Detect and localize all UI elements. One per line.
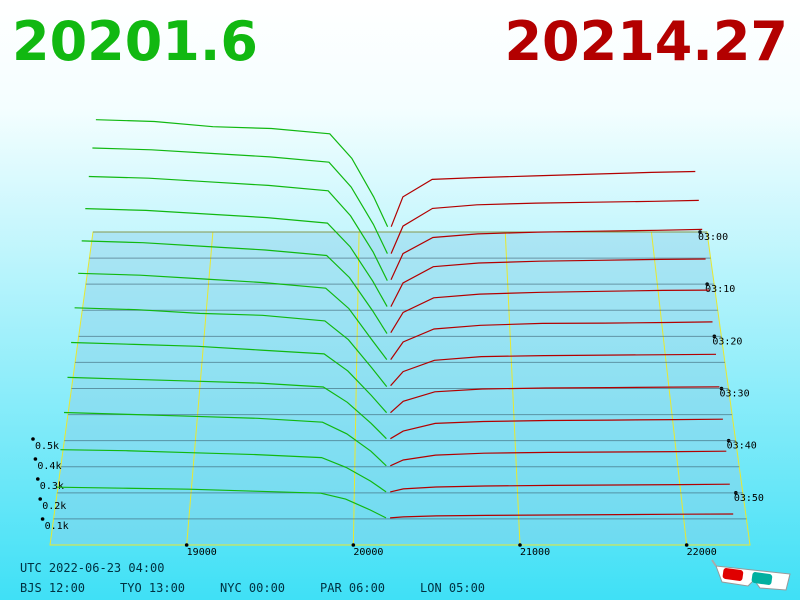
- price-tick-dot: [518, 543, 522, 547]
- ask-depth-line: [390, 228, 703, 280]
- price-tick-label: 19000: [187, 547, 217, 558]
- time-tick-label: 03:10: [705, 284, 735, 295]
- plot-layer: 19000 20000 21000 22000 03:00 03:10 03:20 03:30…: [31, 119, 764, 558]
- bid-depth-line: [71, 341, 388, 414]
- ask-depth-line: [390, 386, 720, 414]
- zone-label: LON 05:00: [420, 581, 485, 595]
- time-tick-label: 03:50: [734, 493, 764, 504]
- price-tick-dot: [184, 543, 189, 547]
- bid-depth-line: [85, 208, 388, 307]
- time-tick-label: 03:30: [720, 389, 750, 400]
- bid-depth-line: [67, 376, 387, 440]
- ask-depth-line: [390, 513, 734, 519]
- bid-depth-line: [74, 307, 388, 387]
- depth-tick-dot: [38, 497, 42, 501]
- utc-label: UTC 2022-06-23 04:00: [20, 561, 165, 575]
- bid-depth-line: [95, 119, 389, 227]
- depth-tick-label: 0.5k: [35, 441, 59, 452]
- ask-depth-line: [390, 258, 706, 307]
- bid-depth-line: [63, 411, 387, 467]
- bid-price: 20201.6: [12, 10, 258, 73]
- depth-tick-dot: [33, 457, 38, 461]
- time-tick-label: 03:40: [727, 441, 757, 452]
- zone-label: BJS 12:00: [20, 581, 85, 595]
- zone-label: PAR 06:00: [320, 581, 385, 595]
- ask-depth-line: [390, 450, 727, 467]
- ask-depth-line: [390, 353, 717, 387]
- bid-depth-line: [78, 272, 388, 360]
- price-tick-dot: [351, 543, 356, 547]
- zone-label: NYC 00:00: [220, 581, 285, 595]
- depth-tick-dot: [36, 477, 40, 481]
- price-tick-label: 22000: [687, 547, 717, 558]
- ask-depth-line: [390, 418, 723, 440]
- bid-depth-line: [81, 240, 388, 334]
- price-tick-dot: [684, 543, 689, 547]
- depth-tick-dot: [31, 437, 35, 441]
- ask-depth-line: [390, 289, 710, 334]
- bid-depth-line: [92, 147, 388, 254]
- ask-depth-line: [390, 199, 699, 254]
- ask-depth-line: [390, 170, 696, 227]
- bid-depth-line: [60, 449, 387, 493]
- ask-depth-line: [390, 321, 713, 360]
- time-tick-label: 03:00: [698, 232, 728, 243]
- price-tick-label: 20000: [353, 547, 383, 558]
- depth-tick-label: 0.1k: [45, 521, 69, 532]
- glasses-icon: [711, 559, 791, 591]
- time-tick-label: 03:20: [712, 336, 742, 347]
- ask-depth-line: [390, 483, 730, 493]
- zone-label: TYO 13:00: [120, 581, 185, 595]
- price-tick-label: 21000: [520, 547, 550, 558]
- depth-tick-label: 0.3k: [40, 481, 64, 492]
- depth-tick-label: 0.2k: [42, 501, 66, 512]
- bid-depth-line: [56, 486, 387, 519]
- ask-price: 20214.27: [504, 10, 788, 73]
- bid-depth-line: [88, 175, 388, 281]
- depth-tick-dot: [40, 517, 45, 521]
- depth-tick-label: 0.4k: [37, 461, 61, 472]
